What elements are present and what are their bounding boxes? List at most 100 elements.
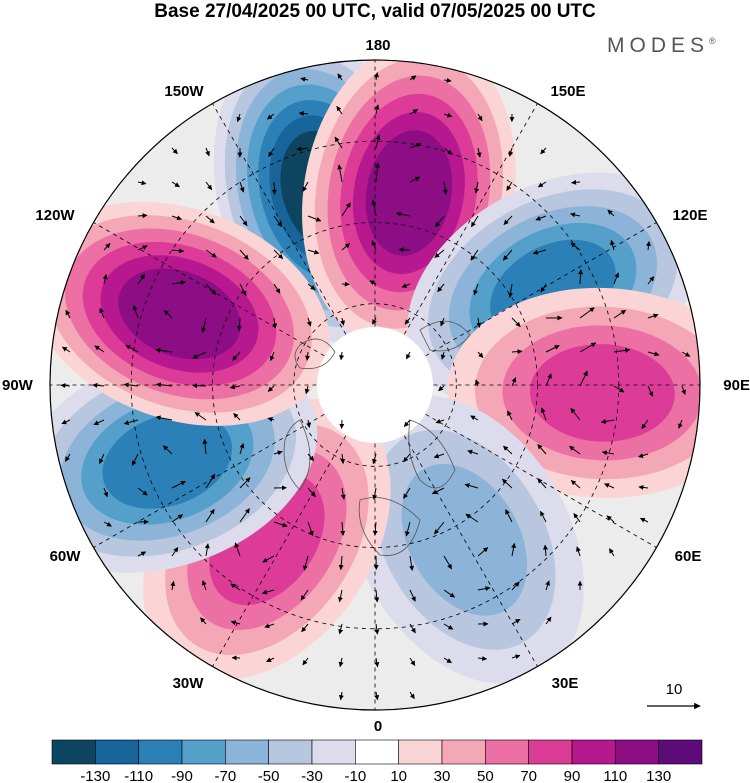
wind-vector xyxy=(542,544,548,557)
wind-vector xyxy=(443,623,454,630)
wind-vector xyxy=(440,317,445,327)
wind-vector xyxy=(131,453,139,466)
lon-label-120e: 120E xyxy=(672,207,707,224)
anomaly-contour-band xyxy=(118,268,241,360)
wind-vector xyxy=(306,317,312,327)
wind-vector xyxy=(606,515,615,523)
lon-label-30e: 30E xyxy=(552,675,579,692)
wind-vector xyxy=(371,317,377,325)
wind-vector xyxy=(267,385,275,392)
colorbar-tick-label: 110 xyxy=(603,768,627,783)
wind-vector xyxy=(261,589,275,595)
pole-region xyxy=(317,327,433,443)
lon-label-120w: 120W xyxy=(35,207,75,224)
colorbar-swatch xyxy=(95,739,139,765)
wind-vector xyxy=(435,215,445,228)
wind-vector xyxy=(501,478,513,489)
wind-vector xyxy=(435,418,445,424)
wind-vector xyxy=(205,473,216,489)
wind-vector xyxy=(613,272,620,285)
wind-vector xyxy=(639,517,649,523)
wind-vector xyxy=(505,509,513,523)
wind-vector xyxy=(171,514,184,523)
wind-vector xyxy=(341,202,351,217)
wind-vector xyxy=(437,283,445,293)
wind-vector xyxy=(474,181,480,194)
wind-vector xyxy=(302,657,309,666)
wind-vector xyxy=(681,351,691,357)
wind-vector xyxy=(477,351,484,358)
wind-vector xyxy=(239,283,247,296)
wind-vector xyxy=(438,385,445,392)
wind-vector xyxy=(573,512,581,523)
colorbar-tick-label: 130 xyxy=(646,768,671,783)
wind-vector xyxy=(239,443,245,455)
wind-vector xyxy=(477,586,491,592)
wind-vector xyxy=(507,410,513,421)
wind-vector xyxy=(201,317,207,333)
wind-vector xyxy=(374,691,380,701)
colorbar-swatch xyxy=(355,739,399,765)
wind-vector xyxy=(239,181,245,193)
wind-vector xyxy=(409,109,419,115)
wind-vector xyxy=(474,379,480,387)
wind-vector xyxy=(473,283,479,296)
wind-vector xyxy=(192,383,207,389)
wind-vector xyxy=(678,419,683,429)
wind-vector xyxy=(302,181,309,192)
wind-vector xyxy=(205,147,210,157)
colorbar-tick-label: -130 xyxy=(80,768,110,783)
wind-vector xyxy=(239,215,248,227)
vector-scale-label: 10 xyxy=(666,681,683,698)
coastlines xyxy=(283,320,471,556)
colorbar-swatch xyxy=(51,739,96,765)
lon-label-150w: 150W xyxy=(164,83,204,100)
colorbar-swatch xyxy=(138,739,183,765)
wind-vector xyxy=(205,181,213,191)
wind-vector xyxy=(92,382,105,388)
brand-logo: MODES® xyxy=(607,34,716,57)
anomaly-center xyxy=(447,287,700,498)
wind-vector xyxy=(508,147,514,157)
wind-vector xyxy=(434,521,445,535)
wind-vector xyxy=(267,417,275,422)
wind-vector xyxy=(264,623,275,629)
wind-vector xyxy=(537,444,547,455)
wind-vector xyxy=(103,243,111,251)
wind-vector xyxy=(476,147,482,158)
wind-vector xyxy=(171,280,186,286)
wind-vector xyxy=(403,453,411,463)
wind-vector xyxy=(229,384,241,390)
wind-vector xyxy=(337,73,343,81)
wind-vector xyxy=(61,419,71,425)
wind-vector xyxy=(532,249,547,255)
wind-vector xyxy=(409,555,415,571)
wind-vector xyxy=(470,415,479,421)
wind-vector xyxy=(269,351,275,362)
wind-vector xyxy=(372,521,378,536)
wind-vector xyxy=(205,508,215,523)
wind-vector xyxy=(600,419,615,424)
wind-vector xyxy=(467,449,479,455)
wind-vector xyxy=(511,654,521,660)
wind-vector xyxy=(334,136,343,149)
colorbar-swatch xyxy=(658,739,703,765)
wind-vector xyxy=(638,484,649,490)
wind-vector xyxy=(230,583,241,591)
colorbar-tick-label: -50 xyxy=(258,768,280,783)
wind-vector xyxy=(262,555,275,563)
lon-label-150e: 150E xyxy=(550,83,585,100)
wind-vector xyxy=(239,508,250,523)
wind-vector xyxy=(571,179,581,185)
wind-vector xyxy=(137,487,148,496)
wind-vector xyxy=(371,240,377,251)
wind-vector xyxy=(607,209,615,217)
wind-vector xyxy=(171,480,186,489)
wind-vector xyxy=(576,546,581,557)
wind-vector xyxy=(336,105,343,115)
wind-vector xyxy=(506,181,513,191)
wind-vector xyxy=(338,691,344,701)
wind-vector xyxy=(579,342,597,353)
colorbar-tick-label: 90 xyxy=(564,768,581,783)
wind-vector xyxy=(374,589,380,603)
